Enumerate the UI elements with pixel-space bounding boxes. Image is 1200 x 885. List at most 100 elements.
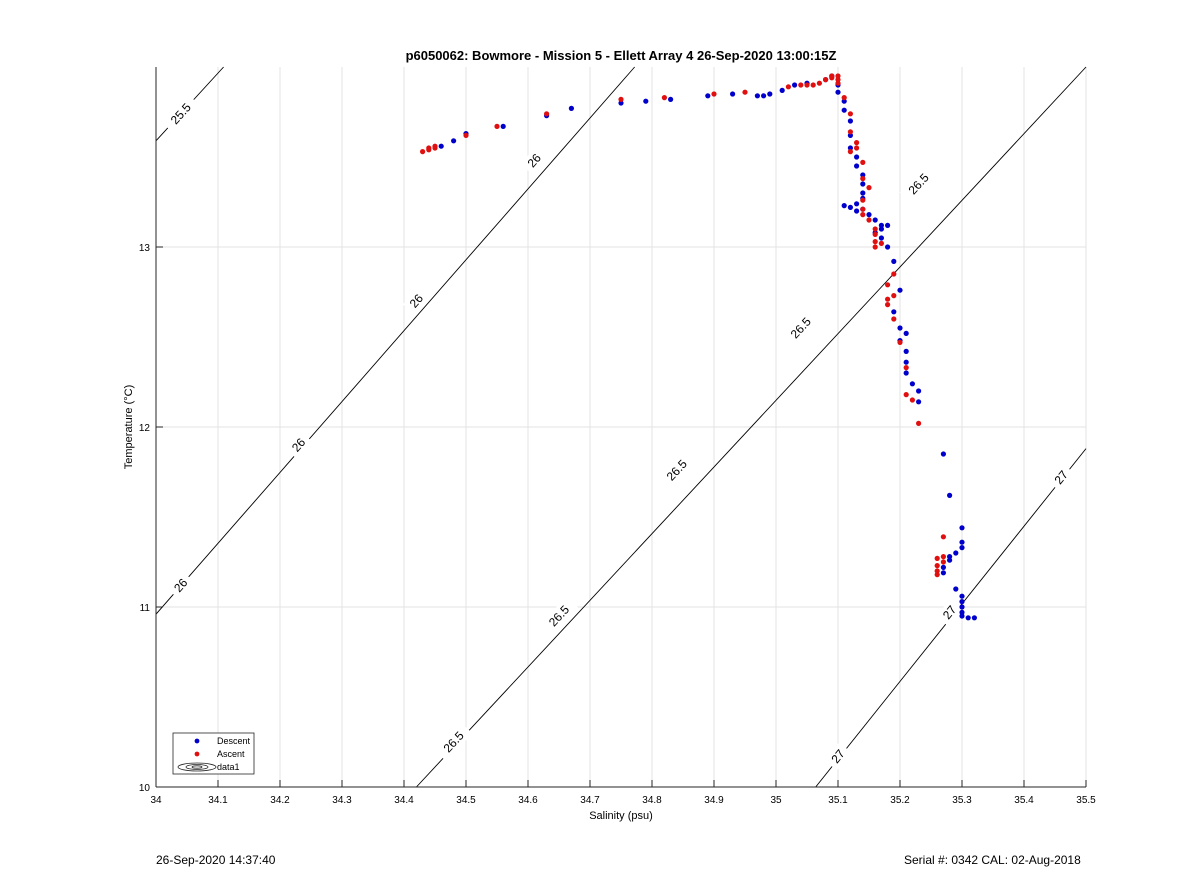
- point-ascent: [860, 206, 866, 212]
- x-tick-label: 34.9: [704, 795, 724, 806]
- point-descent: [953, 586, 959, 592]
- point-descent: [878, 222, 885, 228]
- point-ascent: [804, 82, 810, 88]
- point-ascent: [934, 568, 940, 574]
- point-descent: [947, 557, 953, 563]
- contour-label-backdrop: [161, 94, 200, 134]
- point-ascent: [891, 316, 897, 322]
- point-ascent: [940, 554, 947, 560]
- contour-label-backdrop: [899, 164, 938, 204]
- point-descent: [854, 208, 860, 214]
- contour-label-backdrop: [936, 598, 964, 627]
- legend: Descent Ascent data1: [172, 732, 255, 775]
- point-descent: [847, 204, 854, 210]
- x-tick-label: 35.1: [828, 795, 848, 806]
- x-tick-label: 34.8: [642, 795, 662, 806]
- point-descent: [618, 100, 624, 106]
- point-ascent: [897, 339, 903, 345]
- point-descent: [903, 359, 909, 365]
- point-ascent: [934, 555, 940, 562]
- point-ascent: [816, 80, 823, 86]
- point-descent: [965, 615, 971, 621]
- point-ascent: [872, 231, 878, 237]
- point-ascent: [916, 420, 922, 426]
- grid: [155, 67, 1087, 788]
- point-descent: [897, 325, 903, 331]
- point-descent: [438, 143, 444, 149]
- x-tick-label: 35.5: [1076, 795, 1096, 806]
- y-tick-label: 12: [139, 423, 151, 434]
- x-tick-label: 34.2: [270, 795, 290, 806]
- point-descent: [940, 564, 947, 571]
- point-ascent: [866, 185, 872, 191]
- x-tick-label: 34.7: [580, 795, 600, 806]
- footer-serial-calibration: Serial #: 0342 CAL: 02-Aug-2018: [904, 853, 1081, 867]
- point-descent: [959, 599, 965, 605]
- point-descent: [891, 309, 897, 315]
- point-descent: [847, 145, 854, 151]
- point-ascent: [934, 563, 940, 569]
- point-descent: [761, 93, 767, 99]
- y-tick-label: 13: [139, 243, 151, 254]
- contour-label-backdrop: [520, 146, 548, 175]
- point-descent: [854, 201, 860, 207]
- point-ascent: [903, 365, 909, 371]
- point-descent: [953, 550, 959, 556]
- contour-label-backdrop: [657, 450, 696, 490]
- point-descent: [500, 123, 506, 129]
- point-ascent: [854, 145, 860, 151]
- point-descent: [909, 381, 916, 387]
- point-ascent: [420, 149, 426, 155]
- contour-label-backdrop: [781, 308, 820, 348]
- point-descent: [779, 87, 785, 93]
- point-descent: [885, 244, 891, 250]
- point-descent: [767, 91, 773, 97]
- point-descent: [705, 93, 711, 99]
- x-tick-label: 35.3: [952, 795, 972, 806]
- point-descent: [841, 98, 847, 104]
- contour-label-backdrop: [824, 742, 852, 771]
- x-tick-label: 34.3: [332, 795, 352, 806]
- point-ascent: [847, 149, 854, 155]
- point-descent: [903, 330, 909, 336]
- point-ascent: [618, 96, 624, 102]
- point-ascent: [909, 397, 916, 403]
- point-ascent: [847, 129, 854, 135]
- legend-ascent-label: Ascent: [217, 749, 245, 759]
- point-descent: [860, 181, 866, 187]
- contour-label-backdrop: [540, 596, 578, 636]
- point-descent: [959, 609, 965, 616]
- contour-label-backdrop: [434, 722, 473, 762]
- point-ascent: [885, 296, 891, 302]
- point-ascent: [785, 84, 792, 90]
- x-tick-label: 34: [150, 795, 162, 806]
- point-descent: [903, 370, 909, 376]
- x-tick-label: 35: [770, 795, 782, 806]
- x-axis-label: Salinity (psu): [589, 810, 653, 822]
- legend-data1-label: data1: [217, 762, 240, 772]
- x-ticks: 34 34.1 34.2 34.3 34.4 34.5 34.6 34.7 34.8 34.9 35…: [150, 780, 1096, 806]
- point-descent: [959, 539, 965, 545]
- y-tick-label: 10: [139, 783, 151, 794]
- point-ascent: [878, 240, 885, 246]
- y-tick-label: 11: [140, 603, 151, 614]
- x-tick-label: 34.5: [456, 795, 476, 806]
- point-descent: [668, 96, 674, 102]
- point-descent: [730, 91, 736, 97]
- point-descent: [897, 287, 903, 293]
- point-ascent: [810, 82, 816, 88]
- point-ascent: [860, 212, 866, 218]
- point-ascent: [544, 111, 550, 117]
- point-ascent: [891, 293, 897, 299]
- point-ascent: [463, 132, 469, 138]
- data-points: [420, 73, 978, 621]
- point-ascent: [847, 111, 854, 117]
- point-ascent: [940, 559, 947, 565]
- point-ascent: [829, 73, 835, 79]
- contour-label-backdrop: [284, 431, 313, 459]
- point-ascent: [940, 534, 947, 540]
- x-tick-label: 34.6: [518, 795, 538, 806]
- point-descent: [860, 190, 866, 196]
- point-ascent: [885, 302, 891, 308]
